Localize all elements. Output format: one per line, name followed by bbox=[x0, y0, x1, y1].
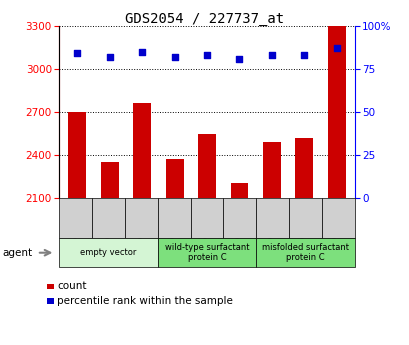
Text: percentile rank within the sample: percentile rank within the sample bbox=[57, 296, 232, 306]
Point bbox=[268, 52, 274, 58]
Point bbox=[333, 46, 339, 51]
Point bbox=[74, 51, 81, 56]
Text: agent: agent bbox=[2, 248, 32, 258]
Text: GDS2054 / 227737_at: GDS2054 / 227737_at bbox=[125, 12, 284, 26]
Point bbox=[300, 52, 307, 58]
Text: misfolded surfactant
protein C: misfolded surfactant protein C bbox=[261, 243, 348, 263]
Bar bbox=[198, 134, 216, 198]
Bar bbox=[133, 104, 151, 198]
Bar bbox=[165, 159, 183, 198]
Bar bbox=[68, 112, 86, 198]
Bar bbox=[327, 26, 345, 198]
Bar bbox=[295, 138, 312, 198]
Bar bbox=[230, 183, 248, 198]
Point bbox=[203, 52, 210, 58]
Text: wild-type surfactant
protein C: wild-type surfactant protein C bbox=[164, 243, 249, 263]
Bar bbox=[262, 142, 280, 198]
Point bbox=[106, 54, 113, 60]
Text: count: count bbox=[57, 282, 86, 291]
Text: empty vector: empty vector bbox=[80, 248, 137, 257]
Point bbox=[139, 49, 145, 55]
Point bbox=[171, 54, 178, 60]
Bar bbox=[101, 162, 118, 198]
Point bbox=[236, 56, 242, 61]
